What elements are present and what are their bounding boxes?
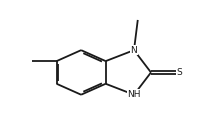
Text: N: N [131,46,137,55]
Text: NH: NH [127,90,141,99]
Text: S: S [176,68,182,77]
